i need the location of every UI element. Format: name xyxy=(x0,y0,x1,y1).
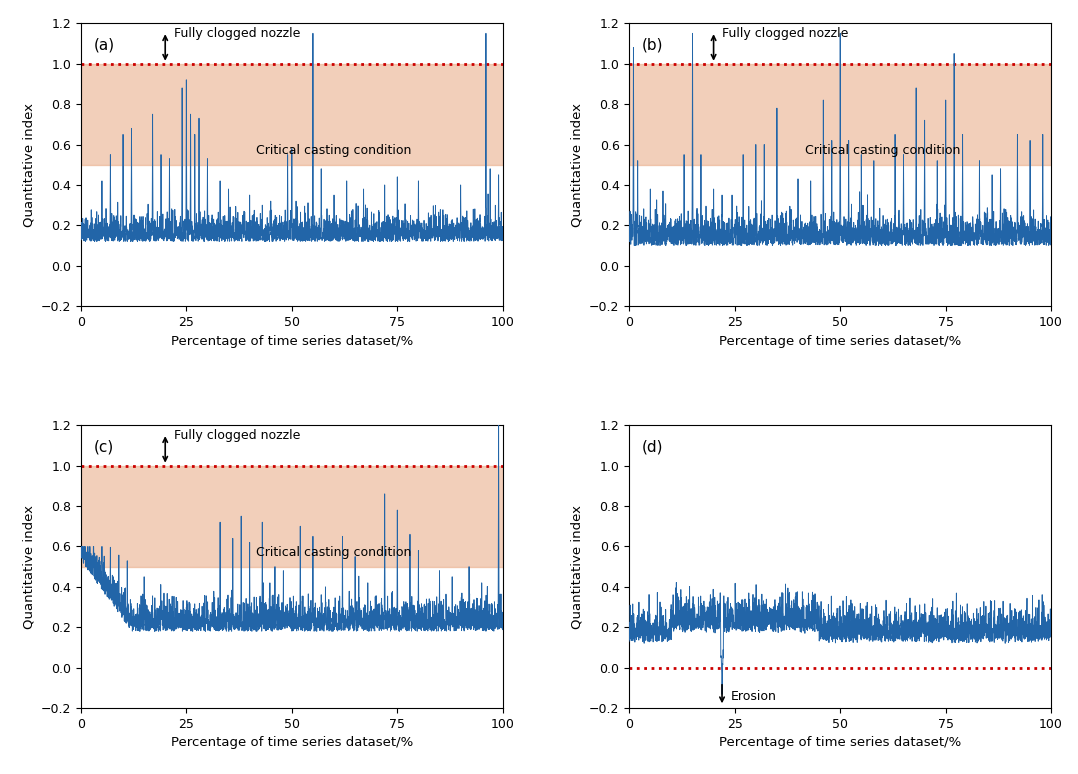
Text: Fully clogged nozzle: Fully clogged nozzle xyxy=(174,429,300,442)
Text: Critical casting condition: Critical casting condition xyxy=(804,144,960,157)
X-axis label: Percentage of time series dataset/%: Percentage of time series dataset/% xyxy=(719,737,962,749)
Text: (b): (b) xyxy=(641,37,663,53)
Text: (d): (d) xyxy=(641,440,663,454)
X-axis label: Percentage of time series dataset/%: Percentage of time series dataset/% xyxy=(719,334,962,348)
Text: Critical casting condition: Critical casting condition xyxy=(257,144,412,157)
Text: Fully clogged nozzle: Fully clogged nozzle xyxy=(174,27,300,39)
Text: (a): (a) xyxy=(94,37,114,53)
X-axis label: Percentage of time series dataset/%: Percentage of time series dataset/% xyxy=(170,737,413,749)
Y-axis label: Quantitative index: Quantitative index xyxy=(23,103,36,227)
Y-axis label: Quantitative index: Quantitative index xyxy=(570,103,583,227)
Y-axis label: Quantitative index: Quantitative index xyxy=(570,505,583,628)
Text: Critical casting condition: Critical casting condition xyxy=(257,546,412,559)
Y-axis label: Quantitative index: Quantitative index xyxy=(23,505,36,628)
Bar xyxy=(630,63,1051,165)
X-axis label: Percentage of time series dataset/%: Percentage of time series dataset/% xyxy=(170,334,413,348)
Bar xyxy=(81,466,502,567)
Text: Fully clogged nozzle: Fully clogged nozzle xyxy=(722,27,848,39)
Text: (c): (c) xyxy=(94,440,114,454)
Text: Erosion: Erosion xyxy=(731,690,776,703)
Bar xyxy=(81,63,502,165)
